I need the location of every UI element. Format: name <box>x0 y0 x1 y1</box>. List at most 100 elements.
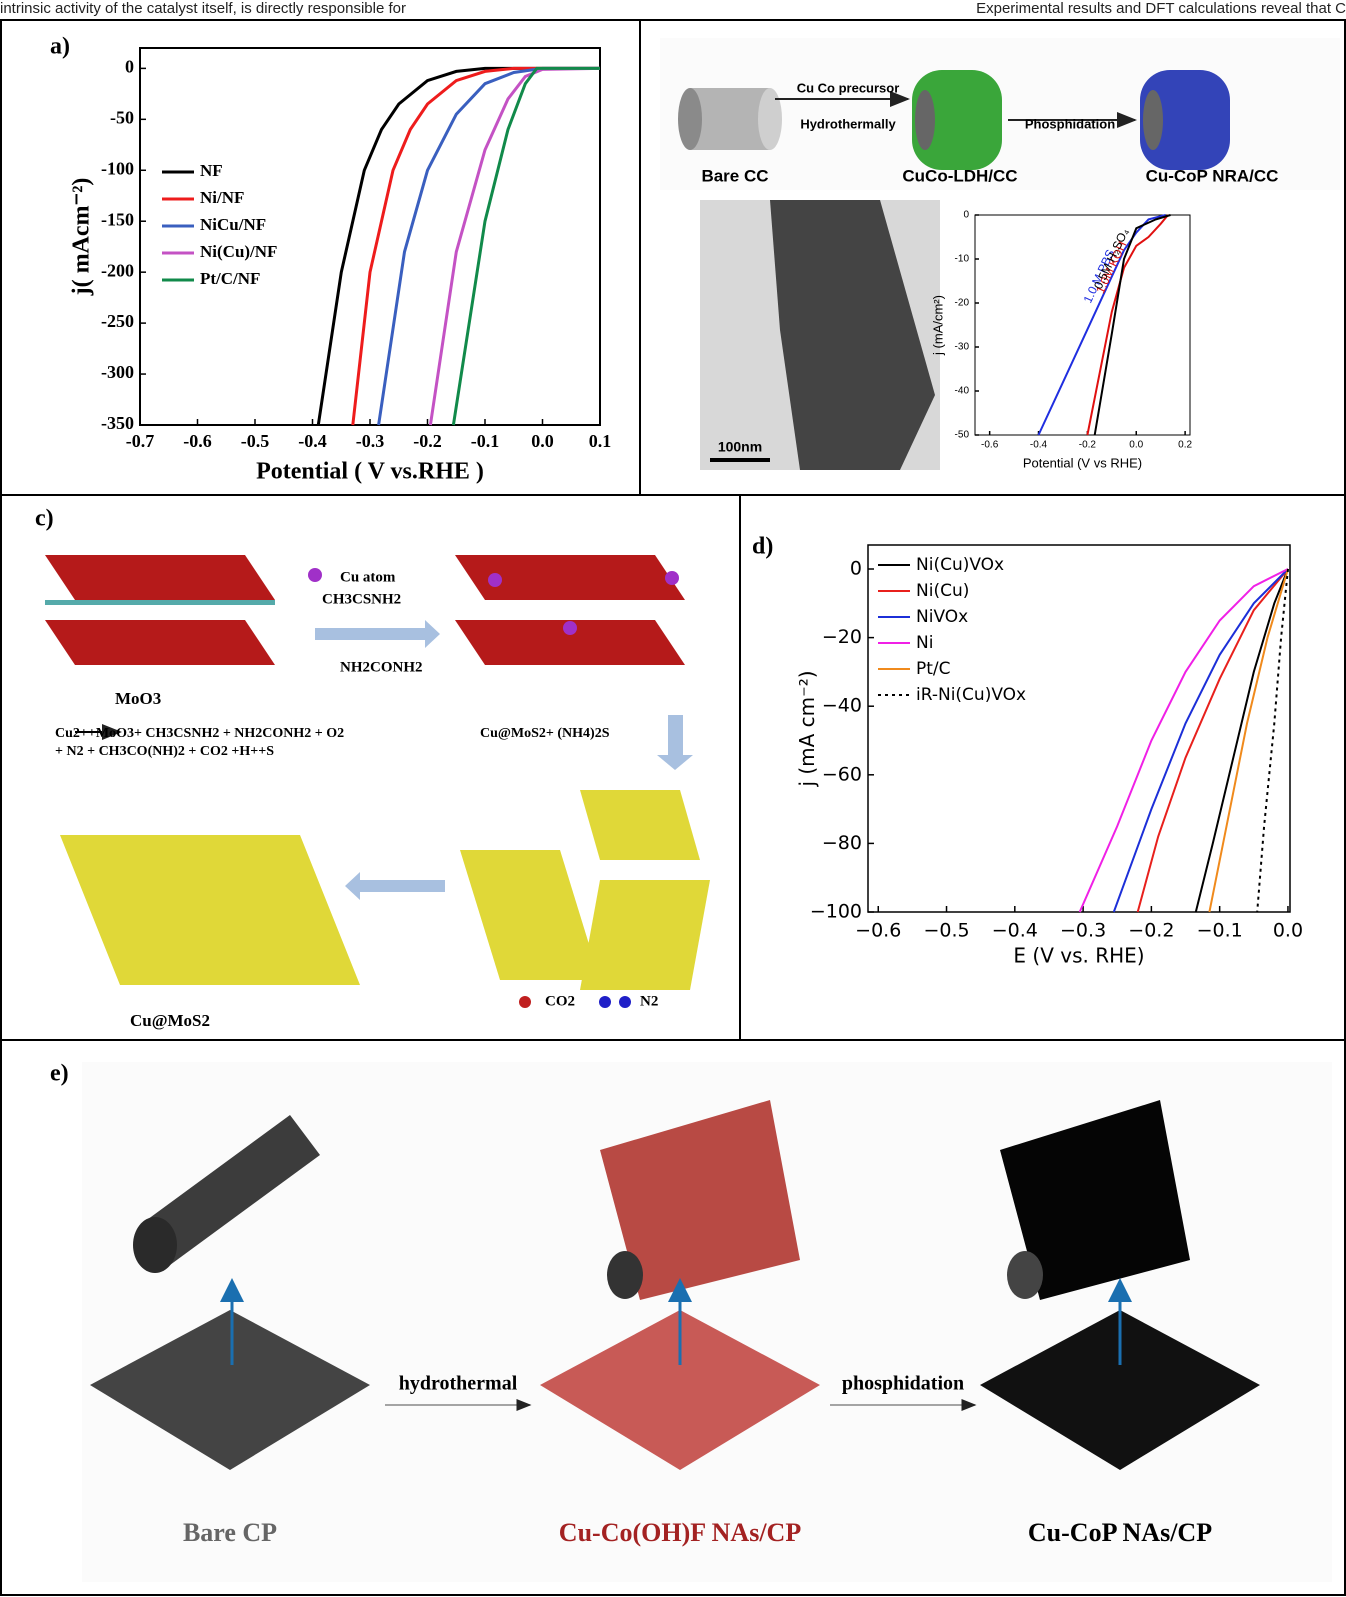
scale-bar-label: 100nm <box>718 439 762 455</box>
y-tick-label: 0 <box>125 57 134 77</box>
stage-label: CuCo-LDH/CC <box>902 166 1017 185</box>
compound-label: MoO3 <box>115 689 161 708</box>
panel-e-schematic <box>82 1062 1332 1582</box>
y-tick-label: −60 <box>822 763 862 785</box>
plot-frame <box>974 214 1191 436</box>
x-axis-label: Potential (V vs RHE) <box>1023 455 1142 470</box>
y-tick-label: -300 <box>101 362 134 382</box>
panel-label: c) <box>35 506 54 532</box>
y-tick-label: -50 <box>110 107 134 127</box>
equation-text: Cu@MoS2+ (NH4)2S <box>480 726 610 741</box>
x-tick-label: -0.6 <box>183 431 212 451</box>
y-axis-label: j (mA/cm²) <box>930 295 945 356</box>
equation-text: + N2 + CH3CO(NH)2 + CO2 +H++S <box>55 744 274 759</box>
x-tick-label: 0.2 <box>1178 440 1192 451</box>
legend-label: Ni <box>916 633 933 653</box>
y-tick-label: -100 <box>101 158 134 178</box>
x-tick-label: −0.5 <box>923 920 969 942</box>
y-tick-label: −100 <box>810 901 862 923</box>
legend-label: Ni/NF <box>200 188 244 207</box>
x-tick-label: 0.0 <box>1129 440 1143 451</box>
equation-text: Cu2++MoO3+ CH3CSNH2 + NH2CONH2 + O2 <box>55 726 344 741</box>
data-line <box>316 66 600 426</box>
y-tick-label: −80 <box>822 832 862 854</box>
y-tick-label: -200 <box>101 260 134 280</box>
data-line <box>1086 214 1169 436</box>
panel-label: e) <box>50 1061 69 1087</box>
x-tick-label: -0.4 <box>1030 440 1048 451</box>
data-line <box>1112 568 1289 913</box>
legend-label: Pt/C/NF <box>200 269 260 288</box>
x-tick-label: -0.5 <box>241 431 270 451</box>
x-tick-label: -0.4 <box>298 431 327 451</box>
step-label: phosphidation <box>842 1373 964 1395</box>
data-line <box>1256 568 1289 913</box>
stage-label: Bare CP <box>183 1518 277 1547</box>
header-text: intrinsic activity of the catalyst itsel… <box>0 0 406 17</box>
x-tick-label: 0.0 <box>531 431 554 451</box>
legend-text: CH3CSNH2 <box>322 591 401 607</box>
x-tick-label: -0.1 <box>471 431 500 451</box>
y-tick-label: -40 <box>955 386 970 397</box>
stage-label: Cu-Co(OH)F NAs/CP <box>559 1518 802 1547</box>
legend-label: NF <box>200 161 223 180</box>
plot-frame <box>139 47 601 426</box>
legend-text: Cu atom <box>340 569 396 585</box>
y-tick-label: -10 <box>955 254 970 265</box>
panel-label: d) <box>752 534 773 560</box>
legend-label: NiVOx <box>916 607 968 627</box>
x-tick-label: -0.7 <box>126 431 155 451</box>
y-axis-label: j( mAcm⁻²) <box>69 178 95 297</box>
panel-c-schematic <box>45 555 710 1008</box>
y-tick-label: 0 <box>850 558 862 580</box>
x-axis-label: E (V vs. RHE) <box>1013 944 1144 968</box>
panel-b-schematic <box>660 38 1340 470</box>
plot-frame <box>867 544 1291 913</box>
data-line <box>351 66 600 426</box>
legend-label: Ni(Cu)/NF <box>200 242 277 261</box>
y-axis-label: j (mA cm⁻²) <box>795 670 819 787</box>
x-tick-label: −0.2 <box>1128 920 1174 942</box>
step-label: Phosphidation <box>1025 116 1115 131</box>
panel-frame <box>0 19 1346 1596</box>
data-line <box>451 66 600 426</box>
x-tick-label: −0.4 <box>992 920 1038 942</box>
y-tick-label: -30 <box>955 342 970 353</box>
data-line <box>1136 568 1289 913</box>
x-tick-label: −0.6 <box>855 920 901 942</box>
data-line <box>1194 568 1289 913</box>
y-tick-label: -50 <box>955 430 970 441</box>
legend-label: Pt/C <box>916 659 951 679</box>
x-tick-label: −0.3 <box>1060 920 1106 942</box>
x-tick-label: -0.3 <box>356 431 385 451</box>
y-tick-label: -350 <box>101 413 134 433</box>
data-line <box>1093 214 1171 436</box>
x-tick-label: -0.2 <box>413 431 442 451</box>
legend-text: NH2CONH2 <box>340 659 423 675</box>
step-label: hydrothermal <box>399 1373 518 1395</box>
y-tick-label: -150 <box>101 209 134 229</box>
x-tick-label: −0.1 <box>1197 920 1243 942</box>
y-tick-label: -20 <box>955 298 970 309</box>
panel-label: a) <box>50 34 70 60</box>
header-text: Experimental results and DFT calculation… <box>976 0 1346 17</box>
y-tick-label: −20 <box>822 626 862 648</box>
data-line <box>1078 568 1289 913</box>
x-tick-label: -0.2 <box>1079 440 1097 451</box>
y-tick-label: 0 <box>963 210 969 221</box>
legend-text: N2 <box>640 993 658 1009</box>
data-line <box>377 66 600 426</box>
x-tick-label: 0.1 <box>589 431 612 451</box>
legend-label: Ni(Cu)VOx <box>916 555 1004 575</box>
stage-label: Cu-CoP NRA/CC <box>1146 166 1279 185</box>
stage-label: Bare CC <box>701 166 768 185</box>
legend-label: iR-Ni(Cu)VOx <box>916 685 1026 705</box>
data-line <box>1208 568 1289 913</box>
x-axis-label: Potential ( V vs.RHE ) <box>256 459 484 485</box>
y-tick-label: −40 <box>822 695 862 717</box>
compound-label: Cu@MoS2 <box>130 1011 210 1030</box>
data-line <box>428 66 601 426</box>
legend-label: NiCu/NF <box>200 215 266 234</box>
stage-label: Cu-CoP NAs/CP <box>1028 1518 1212 1547</box>
step-label: Cu Co precursor <box>797 80 900 95</box>
